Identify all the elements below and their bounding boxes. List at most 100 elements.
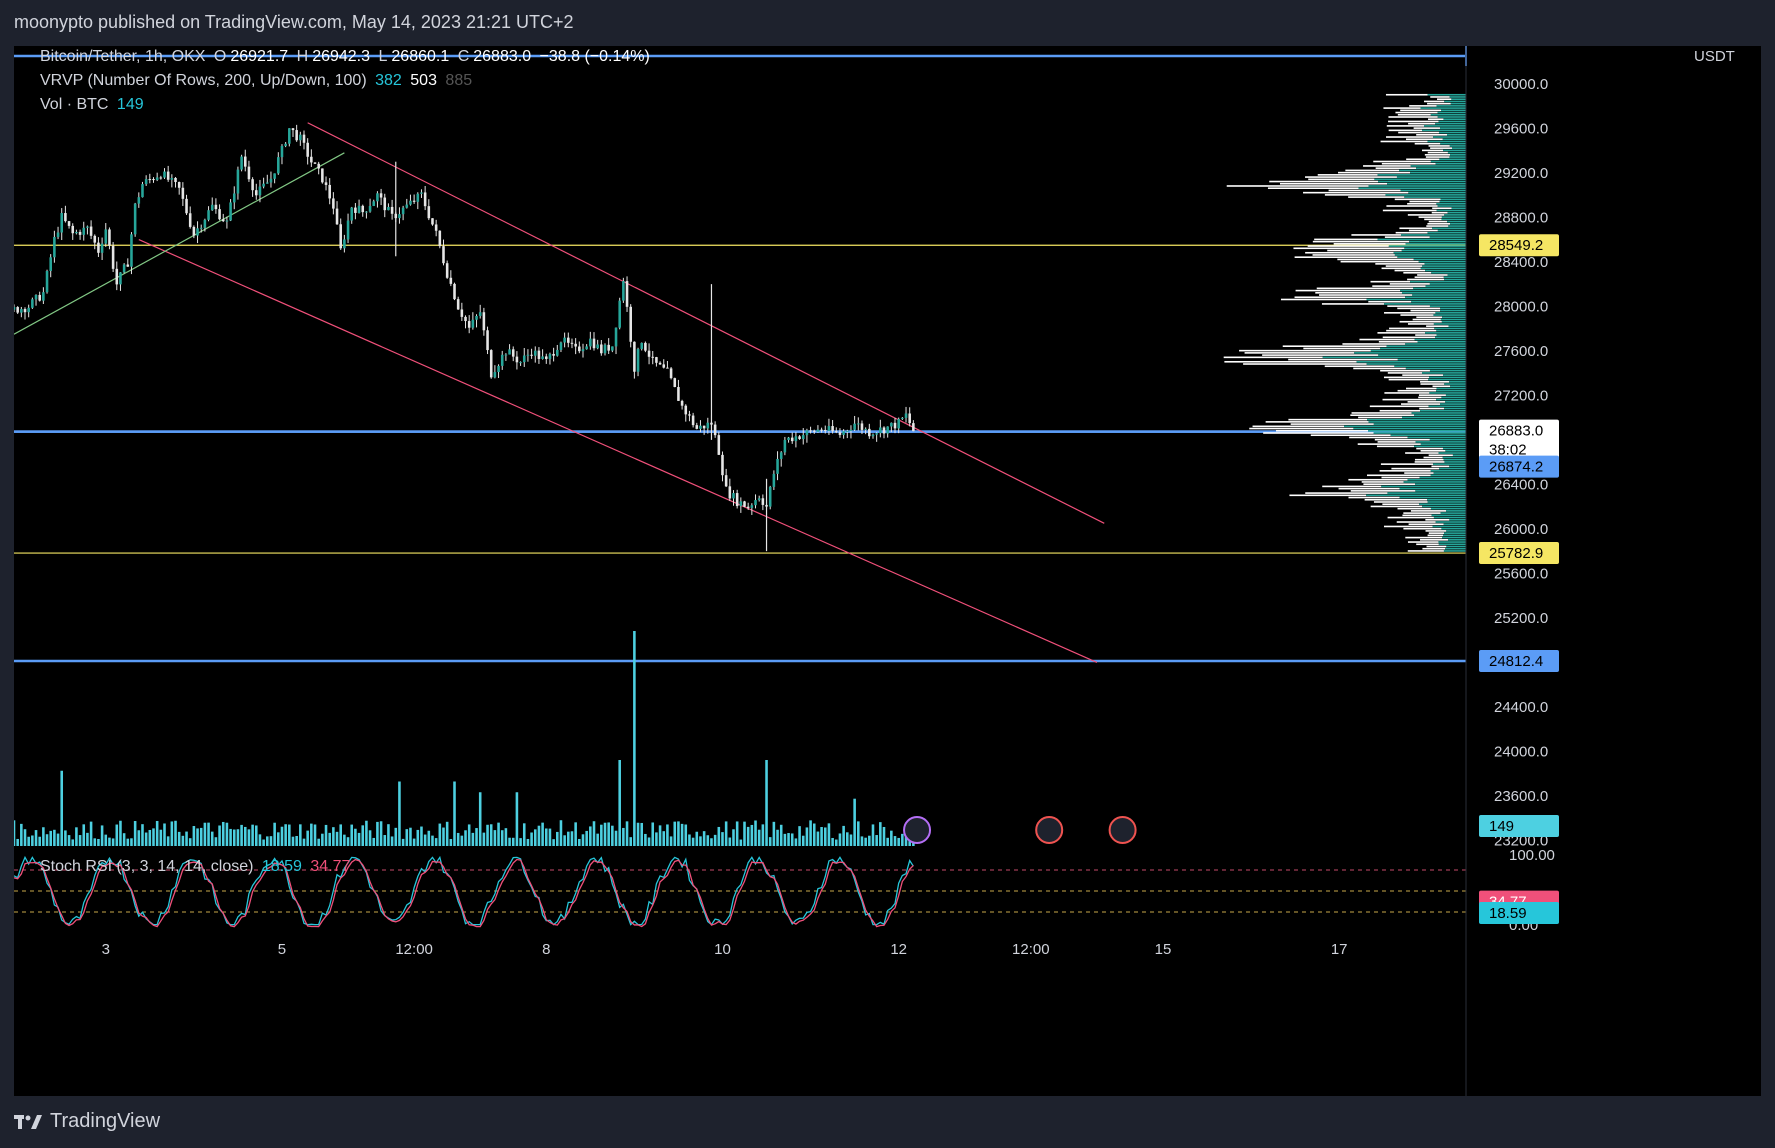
vrvp-row-up [1436, 387, 1466, 390]
candle-body [600, 344, 603, 354]
candle-body [585, 346, 588, 350]
low-value: 26860.1 [391, 48, 450, 65]
volume-bar [368, 830, 372, 846]
vrvp-row-up [1437, 229, 1466, 232]
candle-body [640, 342, 644, 349]
volume-bar [868, 835, 871, 846]
vrvp-legend[interactable]: VRVP (Number Of Rows, 200, Up/Down, 100)… [40, 72, 476, 90]
vrvp-row-down [1397, 307, 1441, 310]
candle-body [122, 264, 126, 273]
candle-body [269, 178, 273, 183]
volume-bar [567, 831, 570, 846]
vrvp-row-up [1433, 136, 1466, 138]
candle-body [89, 226, 93, 236]
candle-body [251, 179, 254, 191]
vrvp-row-up [1444, 532, 1466, 534]
vrvp-row-up [1430, 113, 1466, 116]
chart-frame[interactable]: 30000.0 29600.0 29200.0 28800.0 28400.0 28000… [12, 46, 1761, 1096]
vrvp-row-up [1401, 292, 1466, 294]
candle-body [768, 486, 772, 507]
volume-bar [651, 822, 655, 846]
vrvp-row-up [1443, 523, 1466, 526]
vrvp-row-up [1450, 223, 1466, 225]
vrvp-row-down [1252, 425, 1345, 428]
vrvp-row-down [1349, 436, 1408, 439]
vrvp-row-up [1440, 307, 1466, 310]
chart-canvas[interactable]: 30000.0 29600.0 29200.0 28800.0 28400.0 28000… [12, 46, 1761, 1096]
candle-body [328, 184, 331, 199]
candle-body [434, 224, 438, 231]
vrvp-row-down [1416, 447, 1443, 450]
candle-body [805, 430, 809, 436]
vrvp-row-up [1387, 492, 1466, 494]
vrvp-row-down [1388, 129, 1423, 132]
volume-bar [412, 838, 416, 846]
volume-bar [78, 835, 82, 846]
candle-body [688, 414, 691, 416]
vrvp-row-down [1382, 398, 1437, 401]
y-tick-label: 26000.0 [1494, 521, 1548, 538]
volume-bar [247, 829, 251, 846]
volume-bar [218, 825, 221, 846]
candle-body [790, 437, 794, 442]
volume-bar [328, 832, 331, 846]
vrvp-row-down [1357, 443, 1421, 445]
volume-bar [765, 760, 768, 846]
vrvp-row-down [1380, 463, 1434, 465]
candle-body [912, 423, 915, 432]
candle-body [137, 197, 141, 204]
y-tick-label: 27600.0 [1494, 343, 1548, 360]
volume-bar [280, 826, 284, 846]
candle-body [589, 338, 592, 347]
vrvp-row-down [1275, 429, 1369, 432]
symbol-name[interactable]: Bitcoin/Tether, 1h, OKX [40, 48, 206, 65]
volume-bar [754, 820, 757, 846]
candle-body [310, 156, 313, 163]
candle-body [49, 257, 52, 271]
candle-body [277, 157, 280, 174]
vrvp-row-up [1433, 314, 1466, 316]
candle-body [673, 378, 677, 388]
vrvp-row-down [1407, 202, 1437, 205]
candle-body [713, 424, 717, 436]
vrvp-row-up [1438, 543, 1466, 546]
volume-bar [882, 826, 886, 846]
candle-body [838, 432, 842, 435]
vrvp-row-up [1447, 151, 1466, 154]
vrvp-row-down [1427, 223, 1451, 225]
vrvp-row-up [1409, 240, 1466, 243]
candle-body [563, 337, 566, 343]
volume-bar [93, 838, 97, 846]
candle-body [383, 197, 387, 211]
candle-body [699, 425, 702, 429]
vrvp-row-down [1405, 138, 1443, 141]
vrvp-row-up [1414, 338, 1466, 341]
volume-bar [379, 821, 383, 846]
candle-body [834, 431, 838, 433]
candle-body [163, 171, 166, 178]
volume-bar [574, 822, 577, 846]
volume-bar [71, 839, 75, 846]
tradingview-logo[interactable]: TradingView [14, 1110, 160, 1133]
candle-body [12, 307, 16, 310]
vrvp-row-down [1408, 122, 1436, 125]
vrvp-row-up [1408, 191, 1466, 194]
candle-body [23, 309, 27, 313]
stoch-legend[interactable]: Stoch RSI (3, 3, 14, 14, close) 18.59 34… [40, 858, 354, 876]
vrvp-row-up [1442, 456, 1466, 459]
volume-bar [750, 824, 754, 846]
volume-bar [533, 829, 537, 846]
vrvp-row-up [1377, 238, 1466, 241]
candle-body [879, 427, 882, 434]
volume-bar [901, 833, 904, 846]
vrvp-row-down [1383, 376, 1429, 379]
volume-bar [97, 838, 100, 846]
vrvp-row-down [1378, 340, 1418, 343]
candle-body [210, 204, 214, 211]
volume-bar [188, 838, 192, 846]
vrvp-row-up [1436, 209, 1466, 212]
vrvp-row-down [1315, 292, 1402, 294]
volume-legend[interactable]: Vol · BTC 149 [40, 96, 148, 114]
candle-body [247, 166, 251, 180]
candle-body [497, 365, 500, 373]
